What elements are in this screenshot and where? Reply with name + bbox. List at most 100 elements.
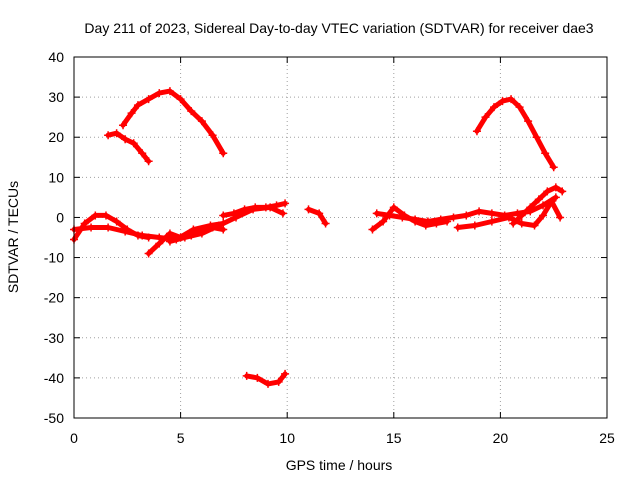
- y-tick-labels: -50 -40 -30 -20 -10 0 10 20 30 40: [44, 49, 64, 426]
- data-point: [101, 211, 110, 220]
- data-point: [127, 109, 136, 118]
- data-point: [368, 225, 377, 234]
- data-series-layer: [70, 87, 567, 388]
- y-tick-label: 40: [48, 49, 64, 65]
- series-line: [474, 96, 557, 170]
- data-point: [379, 217, 388, 226]
- data-point: [87, 223, 96, 232]
- data-point: [144, 95, 153, 104]
- series-arc-1: [104, 129, 153, 166]
- data-point: [121, 135, 130, 144]
- data-point: [551, 193, 560, 202]
- data-point: [119, 121, 128, 130]
- x-axis-label: GPS time / hours: [286, 457, 393, 473]
- data-point: [219, 149, 228, 158]
- data-point: [490, 103, 499, 112]
- series-arc-12: [453, 197, 565, 232]
- data-point: [449, 213, 458, 222]
- data-point: [229, 209, 238, 218]
- data-point: [138, 231, 147, 240]
- data-point: [214, 221, 223, 230]
- data-point: [133, 101, 142, 110]
- data-point: [197, 117, 206, 126]
- data-point: [242, 371, 251, 380]
- data-point: [487, 209, 496, 218]
- series-line: [120, 88, 226, 156]
- data-point: [251, 203, 260, 212]
- series-arc-7: [219, 199, 290, 220]
- data-point: [507, 95, 516, 104]
- data-point: [180, 233, 189, 242]
- data-point: [112, 129, 121, 138]
- data-point: [509, 219, 518, 228]
- y-tick-label: 10: [48, 169, 64, 185]
- y-tick-label: -40: [44, 370, 64, 386]
- data-point: [526, 203, 535, 212]
- grid-lines: [74, 57, 607, 418]
- y-tick-label: 0: [56, 209, 64, 225]
- data-point: [398, 213, 407, 222]
- data-point: [144, 157, 153, 166]
- data-point: [240, 205, 249, 214]
- data-point: [272, 201, 281, 210]
- data-point: [453, 223, 462, 232]
- data-point: [138, 149, 147, 158]
- x-tick-label: 25: [599, 430, 615, 446]
- data-point: [541, 149, 550, 158]
- y-tick-label: -50: [44, 410, 64, 426]
- data-point: [532, 133, 541, 142]
- y-tick-label: 20: [48, 129, 64, 145]
- x-tick-label: 10: [279, 430, 295, 446]
- data-point: [208, 131, 217, 140]
- data-point: [472, 127, 481, 136]
- data-point: [197, 229, 206, 238]
- data-point: [321, 219, 330, 228]
- data-point: [539, 201, 548, 210]
- data-point: [504, 213, 513, 222]
- data-point: [144, 249, 153, 258]
- data-point: [155, 239, 164, 248]
- data-point: [104, 131, 113, 140]
- y-tick-label: -30: [44, 330, 64, 346]
- series-arc-6: [165, 203, 287, 246]
- data-point: [549, 163, 558, 172]
- series-line: [306, 206, 329, 226]
- data-point: [543, 187, 552, 196]
- data-point: [253, 373, 262, 382]
- data-point: [385, 211, 394, 220]
- data-point: [517, 211, 526, 220]
- x-tick-label: 15: [386, 430, 402, 446]
- data-point: [261, 203, 270, 212]
- data-point: [517, 219, 526, 228]
- chart-title: Day 211 of 2023, Sidereal Day-to-day VTE…: [84, 20, 593, 36]
- data-point: [470, 221, 479, 230]
- data-point: [534, 195, 543, 204]
- series-arc-8: [242, 369, 290, 388]
- data-point: [515, 103, 524, 112]
- data-point: [462, 211, 471, 220]
- data-point: [551, 183, 560, 192]
- data-point: [475, 207, 484, 216]
- data-point: [165, 229, 174, 238]
- data-point: [278, 209, 287, 218]
- data-point: [112, 217, 121, 226]
- data-point: [104, 223, 113, 232]
- series-arc-9: [304, 205, 330, 228]
- data-point: [530, 221, 539, 230]
- data-point: [281, 199, 290, 208]
- y-tick-label: -10: [44, 250, 64, 266]
- x-tick-label: 0: [70, 430, 78, 446]
- data-point: [524, 117, 533, 126]
- data-point: [498, 97, 507, 106]
- data-point: [558, 187, 567, 196]
- series-arc-2: [119, 87, 228, 158]
- data-point: [556, 213, 565, 222]
- data-point: [274, 377, 283, 386]
- data-point: [129, 139, 138, 148]
- data-point: [91, 211, 100, 220]
- data-point: [539, 211, 548, 220]
- data-point: [155, 89, 164, 98]
- data-point: [487, 217, 496, 226]
- data-point: [547, 197, 556, 206]
